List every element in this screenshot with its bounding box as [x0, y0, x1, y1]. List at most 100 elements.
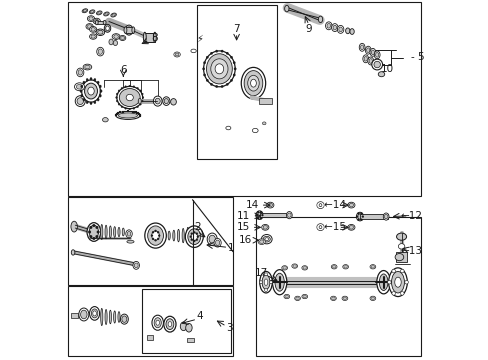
Ellipse shape: [125, 230, 132, 238]
Ellipse shape: [261, 234, 271, 244]
Ellipse shape: [127, 231, 131, 236]
Ellipse shape: [370, 297, 374, 300]
Ellipse shape: [100, 90, 102, 93]
Ellipse shape: [210, 52, 212, 55]
Ellipse shape: [119, 36, 125, 41]
Circle shape: [264, 273, 267, 276]
Ellipse shape: [96, 11, 102, 15]
Ellipse shape: [101, 225, 102, 239]
Ellipse shape: [87, 16, 94, 22]
Ellipse shape: [368, 59, 371, 63]
Bar: [142, 289, 230, 353]
Ellipse shape: [84, 83, 97, 99]
Circle shape: [357, 212, 359, 215]
Ellipse shape: [325, 22, 331, 30]
Ellipse shape: [118, 113, 137, 118]
Ellipse shape: [318, 16, 322, 23]
Ellipse shape: [86, 78, 88, 81]
Ellipse shape: [99, 85, 101, 88]
Ellipse shape: [114, 35, 118, 39]
Bar: [259, 213, 290, 217]
Ellipse shape: [81, 80, 100, 102]
Bar: [116, 113, 118, 114]
Circle shape: [260, 217, 262, 219]
Bar: [138, 113, 140, 114]
Ellipse shape: [71, 221, 77, 232]
Ellipse shape: [87, 223, 101, 241]
Bar: [71, 313, 78, 318]
Ellipse shape: [332, 266, 335, 268]
Ellipse shape: [94, 78, 96, 81]
Ellipse shape: [225, 126, 230, 130]
Text: ◎←15: ◎←15: [314, 222, 346, 232]
Ellipse shape: [215, 85, 218, 88]
Circle shape: [152, 231, 154, 233]
Ellipse shape: [258, 239, 265, 244]
Ellipse shape: [215, 50, 218, 53]
Bar: [136, 112, 138, 114]
Ellipse shape: [136, 87, 138, 89]
Ellipse shape: [113, 41, 117, 45]
Ellipse shape: [163, 316, 176, 332]
Ellipse shape: [147, 226, 163, 245]
Ellipse shape: [151, 231, 159, 240]
Ellipse shape: [257, 212, 261, 218]
Bar: [124, 111, 126, 112]
Ellipse shape: [168, 231, 170, 240]
Circle shape: [190, 233, 192, 235]
Ellipse shape: [272, 270, 286, 295]
Ellipse shape: [95, 21, 98, 25]
Bar: [119, 111, 121, 113]
Ellipse shape: [89, 17, 93, 21]
Ellipse shape: [203, 74, 205, 76]
Ellipse shape: [284, 294, 289, 299]
Circle shape: [154, 239, 156, 241]
Text: 4: 4: [196, 311, 203, 321]
Text: 8: 8: [150, 33, 157, 43]
Circle shape: [97, 230, 100, 233]
Ellipse shape: [116, 100, 118, 102]
Circle shape: [259, 281, 262, 284]
Ellipse shape: [191, 233, 197, 240]
Circle shape: [190, 239, 192, 241]
Ellipse shape: [99, 94, 101, 97]
Ellipse shape: [369, 296, 375, 301]
Ellipse shape: [373, 61, 380, 68]
Ellipse shape: [347, 225, 354, 230]
Circle shape: [195, 233, 198, 235]
Ellipse shape: [118, 90, 120, 92]
Ellipse shape: [303, 295, 306, 298]
Ellipse shape: [343, 266, 346, 268]
Ellipse shape: [143, 32, 146, 42]
Ellipse shape: [341, 296, 347, 301]
Ellipse shape: [185, 226, 203, 247]
Ellipse shape: [259, 240, 264, 243]
Ellipse shape: [90, 11, 94, 13]
Ellipse shape: [348, 226, 353, 229]
Ellipse shape: [210, 83, 212, 86]
Ellipse shape: [281, 266, 287, 270]
Ellipse shape: [205, 56, 208, 59]
Ellipse shape: [81, 310, 87, 319]
Ellipse shape: [332, 25, 336, 30]
Ellipse shape: [370, 50, 374, 55]
Ellipse shape: [378, 72, 384, 77]
Bar: [97, 21, 104, 24]
Ellipse shape: [74, 83, 84, 91]
Ellipse shape: [89, 10, 95, 14]
Bar: [125, 27, 133, 33]
Bar: [359, 215, 387, 219]
Ellipse shape: [121, 106, 122, 108]
Ellipse shape: [133, 86, 135, 87]
Ellipse shape: [126, 240, 134, 243]
Ellipse shape: [139, 90, 141, 92]
Circle shape: [387, 280, 390, 284]
Ellipse shape: [121, 37, 124, 40]
Bar: [68, 286, 233, 356]
Ellipse shape: [97, 98, 99, 101]
Ellipse shape: [259, 271, 272, 293]
Ellipse shape: [285, 295, 288, 298]
Ellipse shape: [187, 229, 201, 244]
Ellipse shape: [133, 108, 135, 109]
Ellipse shape: [388, 268, 407, 297]
